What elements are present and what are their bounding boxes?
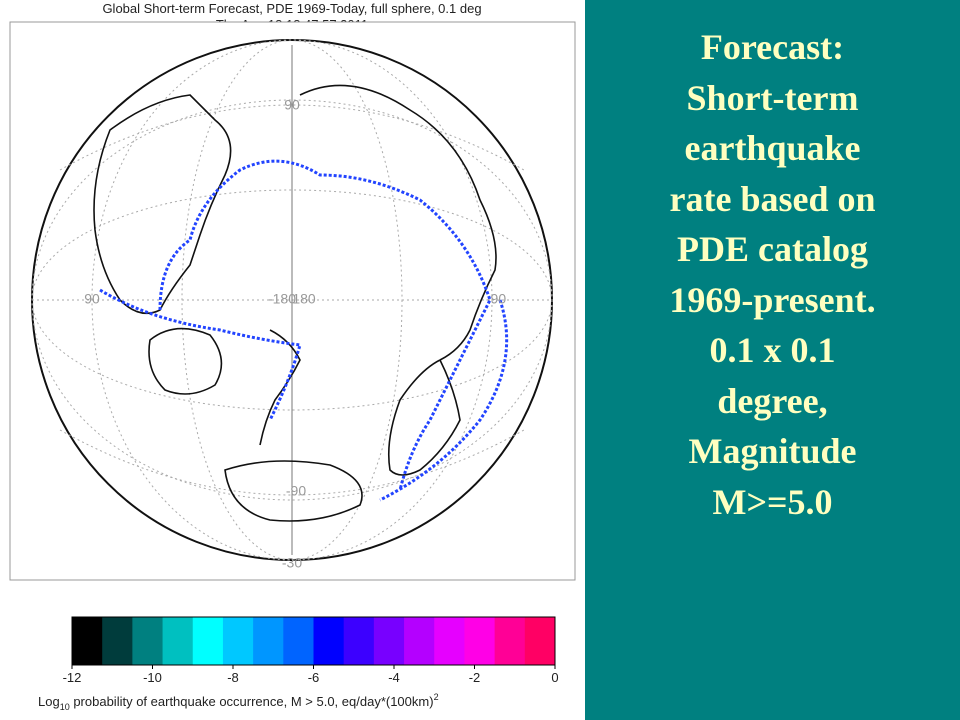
colorbar-tick-label: -10 [143,670,162,685]
colorbar-label-sup: 2 [434,692,439,702]
colorbar-segment [132,617,164,665]
description: Forecast: Short-term earthquake rate based … [585,22,960,527]
colorbar-segment [283,617,314,665]
seismic-belts [99,159,509,502]
map-label: 180 [292,291,316,307]
description-line: PDE catalog [677,229,868,269]
description-line: degree, [717,380,828,421]
colorbar-segment [222,617,254,665]
description-line: Short-term [686,77,859,118]
colorbar-segment [434,617,465,665]
map-label: -30 [282,555,302,571]
description-line: 0.1 x 0.1 [709,330,836,370]
colorbar-segment [313,617,345,665]
map-label: -90 [286,483,306,499]
description-line: rate based on [669,178,876,219]
colorbar-label-part: probability of earthquake occurrence, M … [70,694,434,709]
figure-panel: Global Short-term Forecast, PDE 1969-Tod… [9,1,576,712]
colorbar-segment [524,617,556,665]
text-panel: Forecast: Short-term earthquake rate based … [585,0,960,720]
colorbar-segment [162,617,194,665]
colorbar-segment [464,617,496,665]
figure-title: Global Short-term Forecast, PDE 1969-Tod… [102,1,481,16]
colorbar-segment [192,617,224,665]
colorbar-label: Log10 probability of earthquake occurren… [38,692,439,712]
map-label: 90 [284,97,300,113]
colorbar-segment [373,617,405,665]
colorbar-segment [72,617,103,665]
colorbar-segment [494,617,526,665]
colorbar-label-sub: 10 [60,702,70,712]
colorbar-tick-label: -2 [469,670,481,685]
colorbar-segment [102,617,133,665]
description-line: Forecast: [700,27,845,67]
colorbar-tick-label: -4 [388,670,400,685]
coastlines [93,84,497,522]
colorbar: -12 -10 -8 -6 -4 -2 0 [63,616,559,685]
figure: Global Short-term Forecast, PDE 1969-Tod… [9,1,576,712]
colorbar-label-part: Log [38,694,60,709]
colorbar-tick-label: -8 [227,670,239,685]
colorbar-segment [343,617,375,665]
globe [31,39,553,561]
description-line: Magnitude [688,431,857,471]
colorbar-tick-label: -12 [63,670,82,685]
map-label: -90 [486,291,506,307]
description-line: 1969-present. [669,279,876,320]
map-label: -180 [268,291,296,307]
description-line: M>=5.0 [712,481,833,522]
description-line: earthquake [684,128,861,168]
colorbar-tick-label: -6 [308,670,320,685]
colorbar-tick-label: 0 [551,670,558,685]
colorbar-segment [253,617,284,665]
colorbar-segment [404,617,435,665]
map-label: 90 [84,291,100,307]
